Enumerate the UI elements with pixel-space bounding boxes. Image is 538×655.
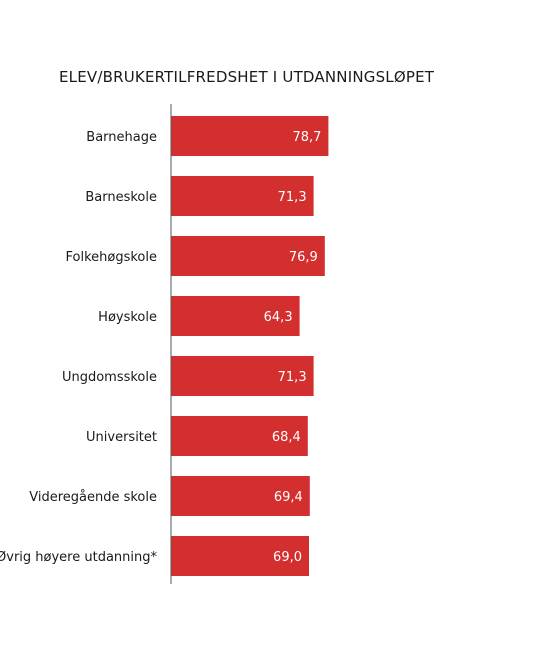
category-label-6: Universitet <box>86 430 157 445</box>
bar-6 <box>171 416 308 456</box>
value-label-5: 71,3 <box>278 370 307 385</box>
value-label-1: 78,7 <box>292 130 321 145</box>
bar-2 <box>171 176 314 216</box>
category-label-5: Ungdomsskole <box>62 370 157 385</box>
category-label-7: Videregående skole <box>29 490 157 505</box>
category-label-8: Øvrig høyere utdanning* <box>0 550 157 565</box>
value-label-3: 76,9 <box>289 250 318 265</box>
value-label-2: 71,3 <box>278 190 307 205</box>
bar-3 <box>171 236 325 276</box>
value-label-6: 68,4 <box>272 430 301 445</box>
category-label-4: Høyskole <box>98 310 157 325</box>
category-label-2: Barneskole <box>85 190 157 205</box>
bars-layer: Barnehage 78,7 Barneskole 71,3 Folkehøgskole… <box>0 116 329 576</box>
category-label-1: Barnehage <box>86 130 157 145</box>
value-label-7: 69,4 <box>274 490 303 505</box>
bar-5 <box>171 356 314 396</box>
bar-7 <box>171 476 310 516</box>
chart-title: ELEV/BRUKERTILFREDSHET I UTDANNINGSLØPET <box>59 68 435 86</box>
bar-1 <box>171 116 329 156</box>
bar-4 <box>171 296 300 336</box>
category-label-3: Folkehøgskole <box>66 250 158 265</box>
bar-8 <box>171 536 309 576</box>
value-label-4: 64,3 <box>264 310 293 325</box>
value-label-8: 69,0 <box>273 550 302 565</box>
